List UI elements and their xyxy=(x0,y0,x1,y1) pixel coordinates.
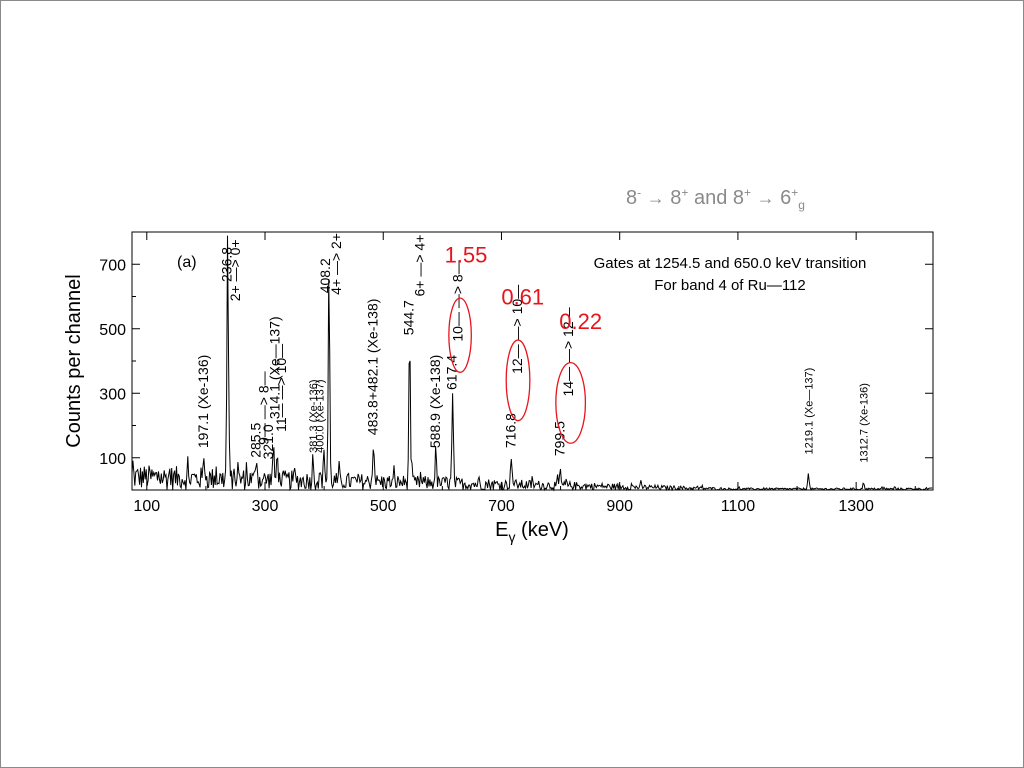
peak-label: 400.0 (Xe-137) xyxy=(314,380,326,453)
y-axis-label: Counts per channel xyxy=(63,274,85,447)
x-tick-label: 700 xyxy=(488,498,515,515)
y-tick-label: 100 xyxy=(99,451,126,468)
peak-label: 2+ —> 0+ xyxy=(227,239,243,301)
peak-label: 9— —> 8— xyxy=(255,371,271,445)
y-tick-label: 300 xyxy=(99,386,126,403)
slide-title: 8- → 8+ and 8+ → 6+g xyxy=(626,185,805,212)
legend-line-1: Gates at 1254.5 and 650.0 keV transition xyxy=(594,255,867,272)
peak-label: 236.8 xyxy=(219,247,235,282)
peak-label: 14— —> 12— xyxy=(560,307,576,396)
peak-label: 197.1 (Xe-136) xyxy=(195,355,211,448)
ratio-label: 0.22 xyxy=(559,309,602,334)
right-arrow-icon-2: → xyxy=(756,188,775,208)
peak-label: 12— —> 10— xyxy=(509,285,525,374)
peak-label: 321.0 xyxy=(260,424,276,459)
peak-label: 544.7 xyxy=(401,300,417,335)
peak-label: 1219.1 (Xe—137) xyxy=(803,368,815,455)
transition-highlights xyxy=(448,297,587,444)
peak-label: 716.8 xyxy=(502,413,518,448)
ratio-label: 1.55 xyxy=(445,243,488,268)
x-tick-label: 500 xyxy=(370,498,397,515)
x-axis-label: Eγ (keV) xyxy=(495,519,569,545)
peak-labels: 197.1 (Xe-136) 236.82+ —> 0+ 285.59— —> 8—… xyxy=(195,233,871,463)
peak-label: 314.1 (Xe—137) xyxy=(267,316,283,419)
ratio-label: 0.61 xyxy=(501,285,544,310)
peak-label: 588.9 (Xe-138) xyxy=(427,355,443,448)
transition-ellipse xyxy=(505,339,531,422)
x-tick-label: 1100 xyxy=(721,498,756,515)
peak-label: 6+ —> 4+ xyxy=(412,235,428,297)
x-tick-label: 900 xyxy=(606,498,633,515)
transition-ellipse xyxy=(448,297,472,373)
x-tick-label: 1300 xyxy=(838,498,874,515)
y-tick-label: 500 xyxy=(99,322,126,339)
panel-label: (a) xyxy=(177,254,197,271)
peak-label: 617.4 xyxy=(444,355,460,390)
x-tick-label: 300 xyxy=(252,498,279,515)
peak-label: 408.2 xyxy=(317,258,333,293)
peak-label: 799.5 xyxy=(551,421,567,456)
transition-ellipse xyxy=(555,361,587,444)
peak-label: 285.5 xyxy=(247,423,263,458)
spectrum-line xyxy=(131,235,933,492)
peak-label: 4+ —> 2+ xyxy=(328,233,344,295)
peak-label: 1312.7 (Xe-136) xyxy=(859,383,871,463)
intensity-ratios: 1.55 0.61 0.22 xyxy=(445,243,603,334)
right-arrow-icon: → xyxy=(646,188,665,208)
axis-ticks: 100 300 500 700 900 1100 1300 100 300 500 700 xyxy=(99,231,933,515)
y-tick-label: 700 xyxy=(99,257,126,274)
peak-label: 10— —> 8— xyxy=(449,260,465,341)
peak-label: 11— —> 10— xyxy=(273,344,289,432)
peak-label: 381.3 (Xe-136) xyxy=(308,380,320,453)
peak-label: 483.8+482.1 (Xe-138) xyxy=(365,299,381,436)
x-tick-label: 100 xyxy=(133,498,160,515)
legend-line-2: For band 4 of Ru—112 xyxy=(654,277,805,294)
